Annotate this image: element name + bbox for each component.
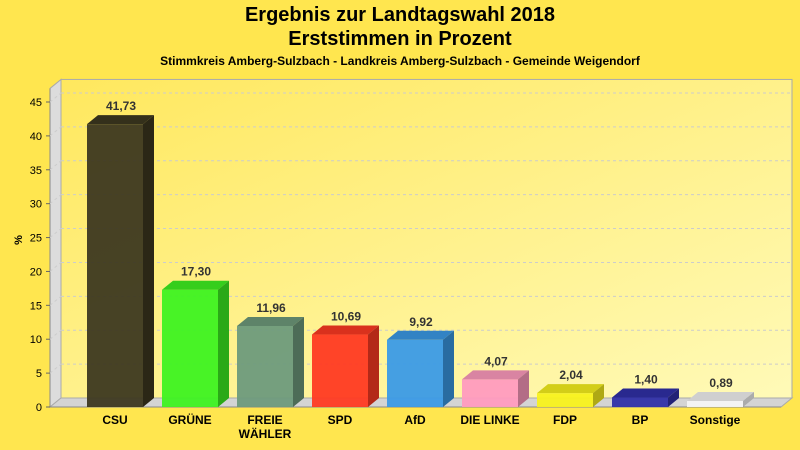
x-tick-label: DIE LINKE: [460, 413, 519, 427]
bar-csu: [87, 115, 154, 407]
bar-front: [312, 334, 368, 407]
gridline-side: [49, 262, 62, 272]
bar-side: [143, 115, 154, 407]
bar-die-linke: [462, 370, 529, 407]
gridline-side: [49, 329, 62, 340]
x-tick-label: Sonstige: [690, 413, 741, 427]
data-label: 10,69: [331, 310, 361, 324]
y-tick-label: 35: [30, 165, 42, 177]
bar-fdp: [537, 384, 604, 407]
y-tick-label: 5: [36, 368, 42, 380]
gridline-side: [49, 363, 62, 374]
x-tick-label: WÄHLER: [239, 426, 292, 441]
y-tick-label: 25: [30, 233, 42, 245]
bar-side: [518, 370, 529, 407]
bar-top: [687, 391, 754, 401]
gridline-side: [49, 194, 62, 205]
bar-freie-wähler: [237, 316, 304, 407]
bar-side: [293, 316, 304, 407]
data-label: 4,07: [484, 354, 508, 368]
chart-location: Stimmkreis Amberg-Sulzbach - Landkreis A…: [160, 54, 640, 68]
data-label: 9,92: [409, 315, 433, 329]
bar-sonstige: [687, 391, 754, 407]
bar-side: [668, 388, 679, 407]
bar-side: [743, 391, 754, 407]
y-tick-label: 10: [30, 334, 42, 346]
y-tick-label: 0: [36, 402, 42, 414]
chart-title: Ergebnis zur Landtagswahl 2018: [244, 4, 556, 26]
x-tick-label: GRÜNE: [168, 412, 211, 427]
x-tick-label: AfD: [404, 413, 426, 427]
data-label: 0,89: [709, 376, 733, 390]
bar-front: [687, 400, 743, 407]
x-tick-label: CSU: [102, 413, 127, 427]
bar-top: [537, 384, 604, 394]
x-tick-label: FREIE: [247, 413, 282, 427]
x-tick-label: FDP: [553, 413, 577, 427]
bar-front: [387, 339, 443, 407]
bar-front: [87, 124, 143, 407]
data-label: 1,40: [634, 373, 658, 387]
bar-spd: [312, 325, 379, 407]
bar-top: [162, 280, 229, 290]
bar-top: [312, 325, 379, 335]
plot-side-wall: [49, 78, 62, 409]
bar-top: [237, 316, 304, 326]
chart-subtitle: Erststimmen in Prozent: [288, 28, 512, 50]
bar-front: [537, 393, 593, 407]
gridline-side: [49, 228, 62, 238]
bar-bp: [612, 388, 679, 407]
y-tick-label: 20: [30, 266, 42, 278]
data-label: 2,04: [559, 368, 583, 382]
gridline-side: [49, 92, 62, 103]
gridline-side: [49, 295, 62, 306]
bar-top: [462, 370, 529, 380]
data-label: 17,30: [181, 265, 211, 279]
bar-afd: [387, 330, 454, 407]
bar-grüne: [162, 280, 229, 407]
bar-front: [612, 397, 668, 407]
y-axis-label: %: [13, 235, 25, 245]
bar-top: [387, 330, 454, 340]
bar-front: [462, 379, 518, 407]
x-tick-label: BP: [632, 413, 649, 427]
bar-front: [237, 325, 293, 407]
bar-top: [612, 388, 679, 398]
gridline-side: [49, 160, 62, 171]
y-tick-label: 45: [30, 97, 42, 109]
bar-front: [162, 289, 218, 407]
bar-side: [443, 330, 454, 407]
bar-side: [218, 280, 229, 407]
y-tick-label: 40: [30, 131, 42, 143]
y-tick-label: 15: [30, 300, 42, 312]
bar-side: [593, 384, 604, 407]
gridline-side: [49, 126, 62, 137]
data-label: 41,73: [106, 99, 136, 113]
bar-side: [368, 325, 379, 407]
bar-top: [87, 115, 154, 125]
x-tick-label: SPD: [328, 413, 353, 427]
y-tick-label: 30: [30, 199, 42, 211]
data-label: 11,96: [256, 301, 286, 315]
